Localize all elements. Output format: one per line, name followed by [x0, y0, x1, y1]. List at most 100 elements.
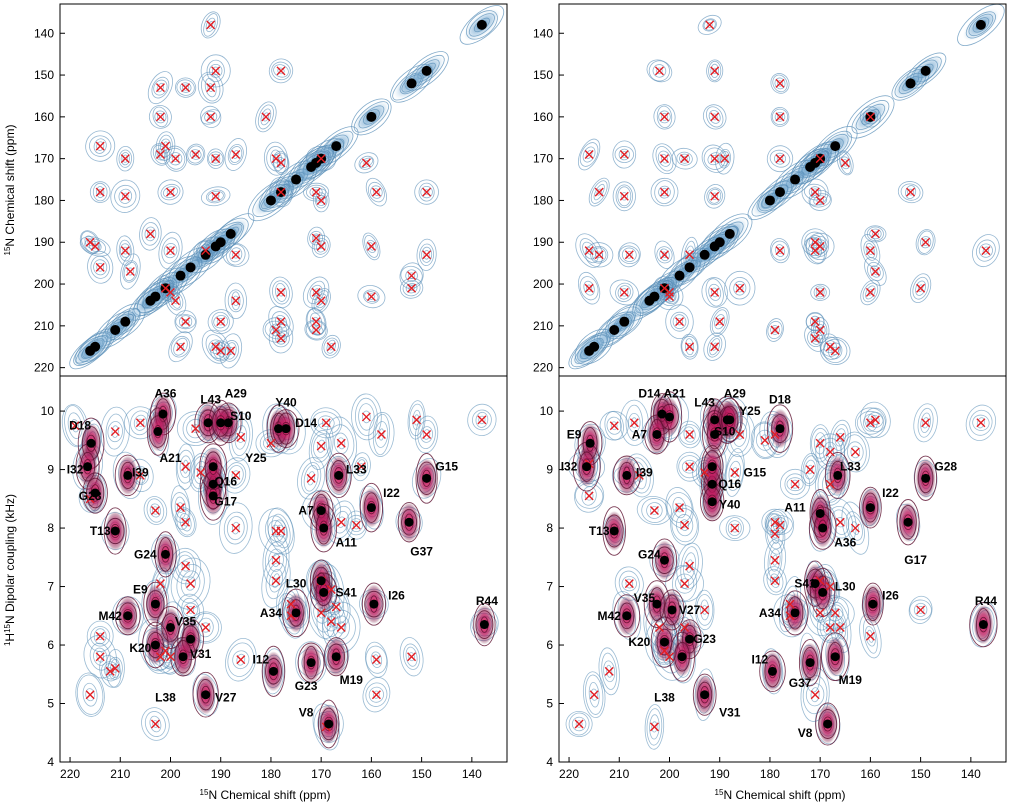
unassigned-peak-marker: [70, 421, 80, 431]
crosspeak-contour: [126, 267, 134, 276]
peak-label-l33: L33: [840, 460, 861, 474]
slf-blue-contour: [354, 457, 369, 477]
slf-magenta-contour: [401, 508, 418, 536]
slf-magenta-contour: [578, 451, 595, 482]
crosspeak-contour: [421, 246, 433, 263]
slf-blue-contour: [646, 502, 663, 519]
crosspeak-contour: [271, 311, 291, 333]
slf-blue-contour: [333, 432, 349, 454]
slf-blue-contour: [728, 460, 742, 485]
peak-label-v27: V27: [215, 691, 237, 705]
slf-blue-contour: [171, 492, 190, 524]
slf-blue-contour: [105, 413, 125, 450]
peak-label-i39: I39: [636, 466, 653, 480]
crosspeak-contour: [359, 157, 374, 168]
slf-blue-contour: [197, 465, 205, 480]
crosspeak-marker: [594, 250, 604, 260]
assigned-peak-dot: [664, 412, 674, 422]
unassigned-peak-marker: [629, 418, 639, 428]
slf-blue-contour: [625, 404, 644, 441]
slf-blue-contour: [836, 432, 844, 442]
crosspeak-contour: [206, 148, 225, 169]
unassigned-peak-marker: [271, 555, 281, 565]
unassigned-peak-marker: [361, 412, 371, 422]
crosspeak-contour: [268, 323, 294, 354]
diagonal-peak-dot: [265, 195, 276, 206]
slf-blue-contour: [365, 682, 388, 707]
slf-blue-contour: [802, 455, 818, 484]
crosspeak-marker: [271, 325, 281, 335]
y-tick-label: 10: [540, 404, 554, 418]
unassigned-peak-marker: [105, 666, 115, 676]
crosspeak-contour: [579, 276, 599, 301]
crosspeak-contour: [614, 146, 634, 163]
diagonal-contour: [459, 5, 505, 45]
crosspeak-contour: [85, 130, 116, 162]
assigned-peak-dot: [710, 429, 720, 439]
slf-blue-contour: [976, 417, 985, 429]
crosspeak-contour: [141, 222, 160, 246]
slf-blue-contour: [265, 562, 287, 600]
diagonal-peak-dot: [699, 249, 710, 260]
slf-magenta-contour: [917, 463, 934, 494]
slf-blue-contour: [909, 599, 932, 621]
slf-blue-contour: [677, 420, 702, 449]
crosspeak-contour: [363, 289, 380, 304]
crosspeak-contour: [657, 150, 672, 167]
slf-magenta-contour: [820, 632, 850, 682]
assigned-peak-dot: [316, 576, 326, 586]
crosspeak-contour: [408, 285, 415, 291]
crosspeak-contour: [168, 331, 193, 363]
crosspeak-contour: [585, 284, 593, 292]
crosspeak-contour: [122, 246, 129, 255]
assigned-peak-dot: [685, 634, 695, 644]
crosspeak-contour: [769, 149, 791, 168]
unassigned-peak-marker: [770, 576, 780, 586]
crosspeak-marker: [95, 141, 105, 151]
slf-blue-contour: [297, 457, 326, 500]
diagonal-peak-dot: [306, 162, 317, 173]
assigned-peak-dot: [707, 497, 717, 507]
assigned-peak-dot: [208, 479, 218, 489]
slf-blue-contour: [67, 412, 83, 439]
slf-blue-contour: [475, 411, 489, 428]
diagonal-peak-dot: [905, 78, 916, 89]
crosspeak-contour: [260, 108, 272, 126]
crosspeak-contour: [621, 151, 628, 158]
slf-magenta-contour: [157, 537, 174, 572]
crosspeak-contour: [313, 238, 329, 255]
crosspeak-contour: [729, 277, 751, 300]
crosspeak-contour: [205, 17, 216, 33]
slf-blue-contour: [100, 406, 130, 457]
peak-label-y25: Y25: [245, 451, 267, 465]
unassigned-peak-marker: [835, 622, 845, 632]
slf-blue-contour: [724, 448, 745, 497]
slf-magenta-contour: [721, 405, 739, 435]
diagonal-contour: [468, 13, 495, 37]
slf-magenta-contour: [764, 655, 781, 688]
crosspeak-contour: [312, 326, 320, 334]
peak-label-a29: A29: [225, 387, 247, 401]
unassigned-peak-marker: [850, 447, 860, 457]
crosspeak-contour: [96, 186, 105, 199]
crosspeak-contour: [810, 148, 830, 169]
unassigned-peak-marker: [825, 479, 835, 489]
slf-blue-contour: [111, 425, 119, 438]
slf-magenta-contour: [649, 418, 665, 451]
crosspeak-marker: [659, 112, 669, 122]
slf-blue-contour: [231, 521, 240, 535]
crosspeak-contour: [139, 217, 162, 251]
diagonal-peak-dot: [709, 241, 720, 252]
peak-label-s41: S41: [794, 577, 816, 591]
diagonal-peak-dot: [790, 174, 801, 185]
crosspeak-contour: [114, 184, 137, 208]
slf-blue-contour: [598, 647, 620, 696]
crosspeak-contour: [152, 144, 168, 165]
slf-blue-contour: [847, 515, 863, 541]
y-tick-label: 9: [47, 463, 54, 477]
x-tick-label: 140: [462, 767, 482, 781]
crosspeak-contour: [270, 181, 292, 203]
crosspeak-contour: [590, 180, 608, 204]
slf-blue-contour: [683, 426, 696, 443]
slf-blue-contour: [864, 626, 876, 647]
